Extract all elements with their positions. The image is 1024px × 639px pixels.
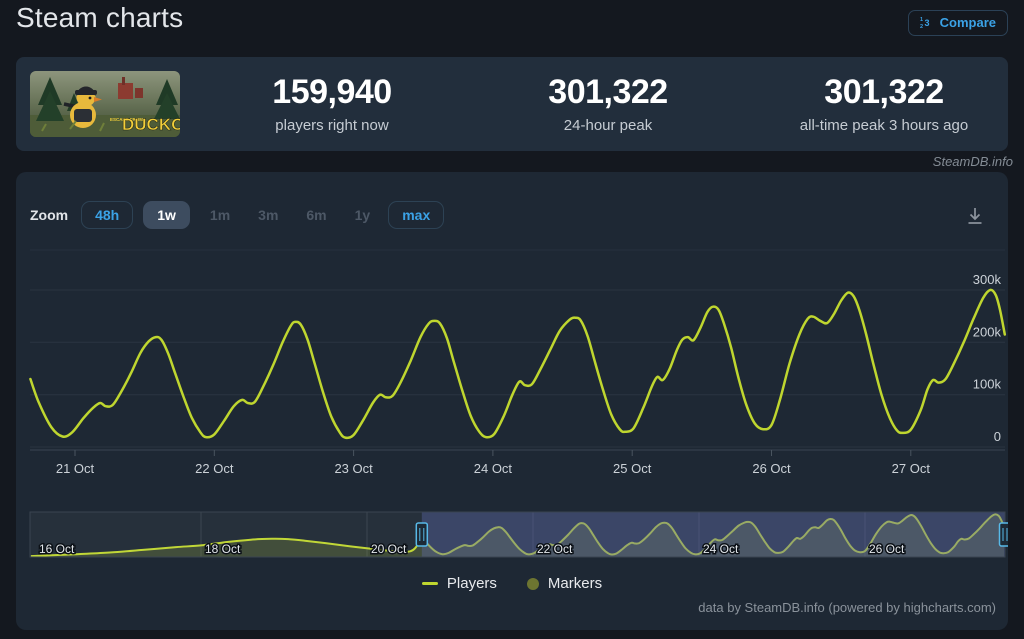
markers-legend-label: Markers <box>547 575 603 592</box>
players-line-swatch <box>421 582 438 585</box>
zoom-1y-button: 1y <box>345 201 381 229</box>
stats-card: ESCAPE FROM DUCKOV 159,940 players right… <box>16 57 1008 151</box>
zoom-6m-button: 6m <box>296 201 336 229</box>
navigator-series <box>30 513 1005 558</box>
navigator-label: 22 Oct <box>537 542 573 556</box>
game-capsule-art: ESCAPE FROM DUCKOV <box>30 71 180 137</box>
compare-label: Compare <box>939 15 996 30</box>
x-axis-label: 27 Oct <box>892 461 931 476</box>
players-now-value: 159,940 <box>272 73 392 111</box>
navigator-area <box>30 514 1004 557</box>
legend-item-players[interactable]: Players <box>421 575 497 592</box>
stat-players-now: 159,940 players right now <box>192 73 472 134</box>
page-title: Steam charts <box>16 2 184 33</box>
peak-24h-label: 24-hour peak <box>563 117 653 134</box>
x-axis-label: 26 Oct <box>752 461 791 476</box>
zoom-1m-button: 1m <box>200 201 240 229</box>
y-axis-label: 0 <box>994 429 1001 444</box>
zoom-max-button[interactable]: max <box>388 201 445 229</box>
alltime-peak-value: 301,322 <box>824 73 944 111</box>
players-now-label: players right now <box>275 117 389 134</box>
chart-legend: Players Markers <box>16 575 1008 592</box>
zoom-label: Zoom <box>30 207 69 223</box>
stat-alltime-peak: 301,322 all-time peak 3 hours ago <box>744 73 1024 134</box>
navigator-label: 16 Oct <box>39 542 75 556</box>
svg-text:2: 2 <box>920 24 923 29</box>
zoom-48h-button[interactable]: 48h <box>81 201 134 229</box>
legend-item-markers[interactable]: Markers <box>526 575 603 592</box>
chart-credits[interactable]: data by SteamDB.info (powered by highcha… <box>698 600 996 615</box>
y-axis-label: 200k <box>973 324 1002 339</box>
download-icon <box>968 208 982 224</box>
download-button[interactable] <box>962 203 988 229</box>
navigator-label: 18 Oct <box>205 542 241 556</box>
x-axis-label: 23 Oct <box>334 461 373 476</box>
players-line[interactable] <box>29 288 1007 440</box>
players-chart[interactable]: 0 100k 200k 300k 21 Oct 22 Oct 23 Oct 24 Oct 25 … <box>16 172 1008 630</box>
list-ordered-icon: 1 2 3 <box>920 17 930 29</box>
stat-24h-peak: 301,322 24-hour peak <box>468 73 748 134</box>
x-axis-label: 22 Oct <box>195 461 234 476</box>
game-thumbnail[interactable]: ESCAPE FROM DUCKOV <box>30 71 180 137</box>
y-axis-label: 300k <box>973 272 1002 287</box>
steamdb-watermark: SteamDB.info <box>932 154 1013 169</box>
alltime-peak-label: all-time peak 3 hours ago <box>799 117 969 134</box>
navigator-unselected-range[interactable] <box>30 512 422 557</box>
x-axis-label: 24 Oct <box>474 461 513 476</box>
navigator-label: 24 Oct <box>703 542 739 556</box>
zoom-1w-button[interactable]: 1w <box>143 201 190 229</box>
zoom-toolbar: Zoom 48h 1w 1m 3m 6m 1y max <box>30 200 454 230</box>
chart-panel: Zoom 48h 1w 1m 3m 6m 1y max 0 100k 200k 300… <box>16 172 1008 630</box>
markers-circle-swatch <box>526 577 539 590</box>
x-axis-label: 25 Oct <box>613 461 652 476</box>
thumbnail-title-text: DUCKOV <box>122 115 180 134</box>
navigator-label: 20 Oct <box>371 542 407 556</box>
navigator-label: 26 Oct <box>869 542 905 556</box>
navigator-selected-range[interactable] <box>421 512 1005 557</box>
x-axis-label: 21 Oct <box>56 461 95 476</box>
navigator-handle[interactable] <box>415 522 429 547</box>
zoom-3m-button: 3m <box>248 201 288 229</box>
players-legend-label: Players <box>446 575 497 592</box>
svg-text:3: 3 <box>924 18 929 28</box>
svg-text:1: 1 <box>920 17 923 23</box>
thumbnail-prefix-text: ESCAPE FROM <box>110 117 143 122</box>
peak-24h-value: 301,322 <box>548 73 668 111</box>
y-axis-label: 100k <box>973 377 1002 392</box>
navigator-handle[interactable] <box>998 522 1009 547</box>
compare-button[interactable]: 1 2 3 Compare <box>907 10 1008 36</box>
